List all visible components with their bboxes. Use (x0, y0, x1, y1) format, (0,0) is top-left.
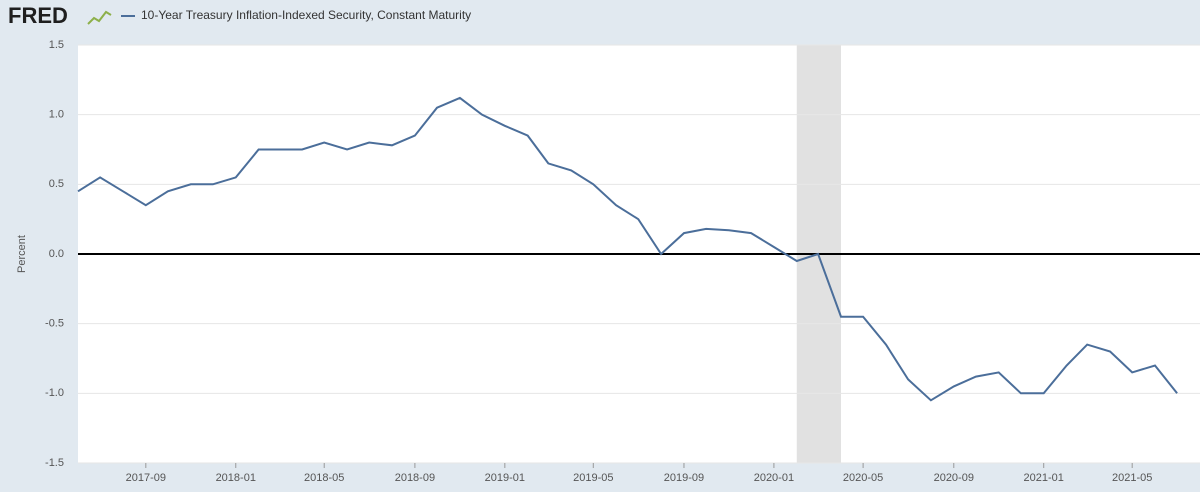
y-tick-label: 0.5 (49, 178, 64, 190)
x-tick-label: 2018-01 (216, 472, 256, 484)
x-tick-label: 2018-05 (304, 472, 344, 484)
x-tick-label: 2021-01 (1024, 472, 1064, 484)
x-tick-label: 2019-09 (664, 472, 704, 484)
x-tick-label: 2018-09 (395, 472, 435, 484)
header-bar (0, 0, 1200, 33)
x-tick-label: 2020-05 (843, 472, 883, 484)
x-tick-label: 2020-09 (934, 472, 974, 484)
x-tick-label: 2019-01 (485, 472, 525, 484)
y-tick-label: -1.0 (45, 387, 64, 399)
legend-label: 10-Year Treasury Inflation-Indexed Secur… (141, 8, 471, 22)
data-line (77, 96, 1178, 402)
x-tick-label: 2021-05 (1112, 472, 1152, 484)
y-tick-label: -1.5 (45, 457, 64, 469)
y-tick-label: 1.5 (49, 39, 64, 51)
y-tick-label: 0.0 (49, 248, 64, 260)
logo: FRED (8, 3, 68, 28)
x-tick-label: 2020-01 (754, 472, 794, 484)
y-tick-label: 1.0 (49, 109, 64, 121)
y-axis-label: Percent (16, 235, 28, 273)
x-tick-label: 2017-09 (126, 472, 166, 484)
x-tick-label: 2019-05 (573, 472, 613, 484)
logo-icon (87, 10, 112, 25)
y-tick-label: -0.5 (45, 318, 64, 330)
